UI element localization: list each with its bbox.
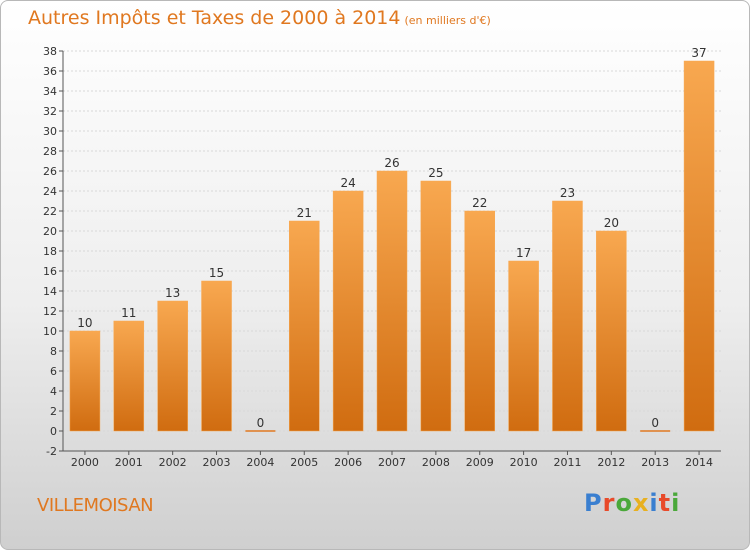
- y-tick-label: 20: [43, 225, 57, 238]
- y-tick-label: 8: [50, 345, 57, 358]
- y-tick-label: 14: [43, 285, 57, 298]
- bar-2000: [69, 330, 101, 432]
- chart-title: Autres Impôts et Taxes de 2000 à 2014 (en…: [28, 7, 491, 29]
- y-tick-label: 26: [43, 165, 57, 178]
- chart-title-text: Autres Impôts et Taxes de 2000 à 2014: [28, 7, 401, 29]
- x-tick-label-2010: 2010: [510, 456, 538, 469]
- x-tick-label-2006: 2006: [334, 456, 362, 469]
- data-label-2001: 11: [121, 306, 136, 320]
- x-tick-label-2005: 2005: [290, 456, 318, 469]
- y-tick-label: 4: [50, 385, 57, 398]
- bars: [69, 60, 715, 432]
- x-tick-label-2001: 2001: [115, 456, 143, 469]
- data-label-2011: 23: [560, 186, 575, 200]
- chart-unit: (en milliers d'€): [404, 14, 491, 27]
- y-tick-label: 34: [43, 85, 57, 98]
- y-tick-label: 16: [43, 265, 57, 278]
- data-label-2004: 0: [257, 416, 265, 430]
- data-label-2003: 15: [209, 266, 224, 280]
- x-tick-label-2014: 2014: [685, 456, 713, 469]
- data-label-2002: 13: [165, 286, 180, 300]
- y-tick-label: 2: [50, 405, 57, 418]
- bar-2001: [113, 320, 145, 432]
- bar-2005: [289, 220, 320, 432]
- x-tick-label-2007: 2007: [378, 456, 406, 469]
- bar-2014: [683, 60, 715, 432]
- axes: [59, 50, 721, 455]
- y-tick-label: -2: [46, 445, 57, 458]
- data-label-2013: 0: [651, 416, 659, 430]
- data-label-2000: 10: [77, 316, 92, 330]
- x-tick-label-2011: 2011: [553, 456, 581, 469]
- x-tick-label-2004: 2004: [246, 456, 274, 469]
- data-label-2014: 37: [691, 46, 706, 60]
- bar-2010: [508, 260, 539, 432]
- x-tick-label-2012: 2012: [597, 456, 625, 469]
- y-tick-label: 18: [43, 245, 57, 258]
- data-label-2010: 17: [516, 246, 531, 260]
- bar-2003: [201, 280, 232, 432]
- y-tick-label: 28: [43, 145, 57, 158]
- data-label-2007: 26: [384, 156, 399, 170]
- data-label-2005: 21: [297, 206, 312, 220]
- y-tick-label: 0: [50, 425, 57, 438]
- x-tick-label-2003: 2003: [203, 456, 231, 469]
- x-tick-label-2000: 2000: [71, 456, 99, 469]
- bar-2007: [376, 170, 408, 432]
- proxiti-logo[interactable]: Proxiti: [584, 489, 681, 517]
- bar-2006: [332, 190, 364, 432]
- y-tick-label: 30: [43, 125, 57, 138]
- y-tick-label: 36: [43, 65, 57, 78]
- data-label-2009: 22: [472, 196, 487, 210]
- data-label-2008: 25: [428, 166, 443, 180]
- bar-2012: [596, 230, 627, 432]
- data-label-2012: 20: [604, 216, 619, 230]
- bar-2009: [464, 210, 495, 432]
- x-tick-label-2002: 2002: [159, 456, 187, 469]
- bar-2008: [420, 180, 452, 432]
- y-tick-label: 24: [43, 185, 57, 198]
- y-tick-label: 12: [43, 305, 57, 318]
- x-tick-label-2009: 2009: [466, 456, 494, 469]
- bar-2011: [552, 200, 583, 432]
- y-tick-label: 32: [43, 105, 57, 118]
- data-label-2006: 24: [340, 176, 355, 190]
- town-name: VILLEMOISAN: [37, 495, 154, 516]
- labels: -202468101214161820222426283032343638102…: [43, 45, 713, 469]
- y-tick-label: 22: [43, 205, 57, 218]
- bar-2002: [157, 300, 188, 432]
- y-tick-label: 10: [43, 325, 57, 338]
- y-tick-label: 6: [50, 365, 57, 378]
- x-tick-label-2013: 2013: [641, 456, 669, 469]
- y-tick-label: 38: [43, 45, 57, 58]
- x-tick-label-2008: 2008: [422, 456, 450, 469]
